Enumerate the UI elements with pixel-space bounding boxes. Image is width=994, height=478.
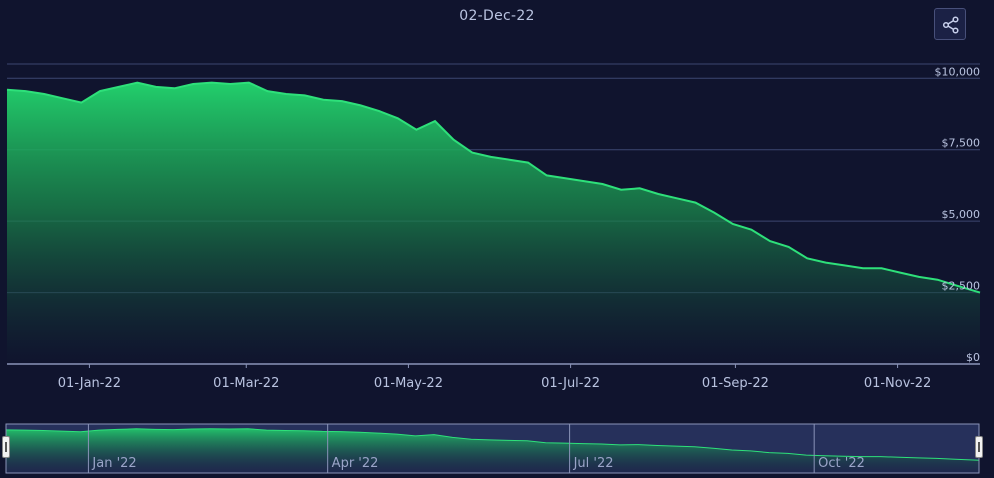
x-tick-label: 01-Sep-22 <box>702 376 769 391</box>
y-tick-label: $7,500 <box>942 137 981 150</box>
x-tick-label: 01-May-22 <box>374 376 443 391</box>
navigator-area <box>6 428 979 473</box>
y-tick-label: $2,500 <box>942 280 981 293</box>
y-tick-label: $0 <box>966 351 980 364</box>
series-area <box>7 82 980 364</box>
x-tick-label: 01-Mar-22 <box>213 376 279 391</box>
x-tick-label: 01-Jan-22 <box>58 376 121 391</box>
navigator-label: Jul '22 <box>573 456 614 471</box>
share-icon <box>942 16 959 34</box>
chart-title: 02-Dec-22 <box>459 8 535 24</box>
y-tick-label: $10,000 <box>935 65 981 78</box>
navigator-label: Oct '22 <box>818 456 865 471</box>
x-tick-label: 01-Nov-22 <box>864 376 932 391</box>
navigator-label: Jan '22 <box>91 456 136 471</box>
x-tick-label: 01-Jul-22 <box>541 376 600 391</box>
navigator-label: Apr '22 <box>332 456 379 471</box>
y-tick-label: $5,000 <box>942 208 981 221</box>
navigator-left-handle[interactable] <box>2 436 10 458</box>
navigator-right-handle[interactable] <box>975 436 983 458</box>
navigator-line <box>5 428 980 461</box>
share-button[interactable] <box>934 8 966 40</box>
